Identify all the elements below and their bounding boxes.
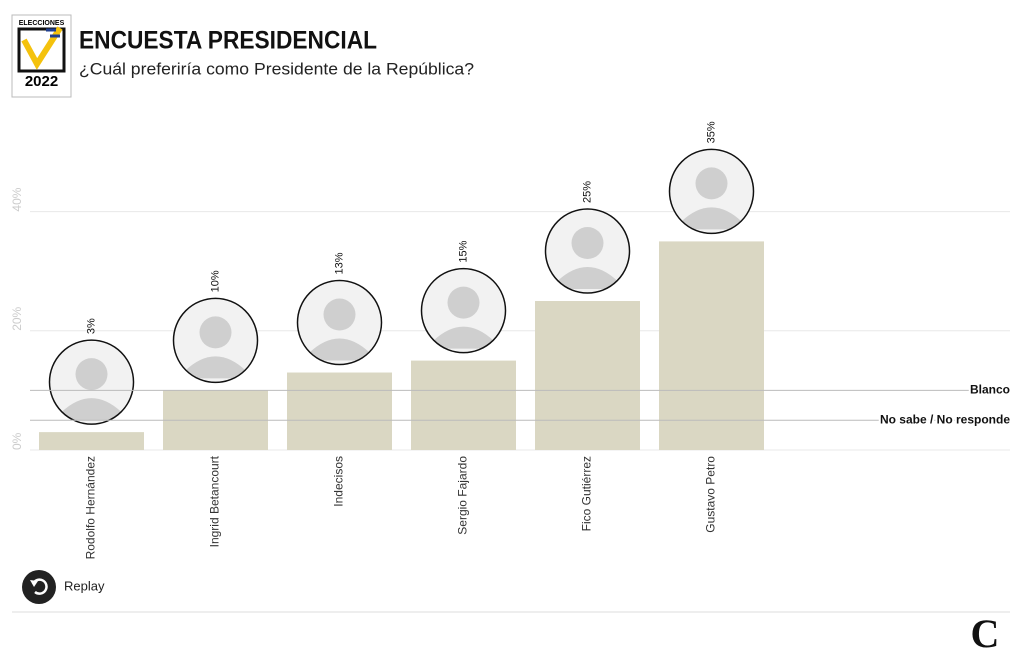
logo-year: 2022 <box>25 73 58 90</box>
logo-box <box>17 27 66 73</box>
value-label: 35% <box>705 121 717 143</box>
logo-stripes <box>46 28 60 38</box>
portrait-ring <box>296 279 383 366</box>
portrait-body <box>433 326 494 349</box>
portrait-body <box>681 207 742 230</box>
x-tick-label: Sergio Fajardo <box>456 456 470 535</box>
portrait-head <box>447 286 480 319</box>
value-label: 25% <box>581 181 593 203</box>
portrait-head <box>199 316 232 349</box>
x-tick-label: Fico Gutiérrez <box>580 456 594 531</box>
value-label: 15% <box>457 240 469 262</box>
portrait <box>296 279 383 366</box>
portrait-body <box>61 398 122 421</box>
value-label: 10% <box>209 270 221 292</box>
portrait <box>544 208 631 294</box>
x-tick-label: Ingrid Betancourt <box>208 455 222 547</box>
portrait-body <box>185 356 246 379</box>
replay-label[interactable]: Replay <box>64 578 105 593</box>
portrait-ring <box>48 339 135 425</box>
bar <box>659 241 764 450</box>
portrait-ring <box>420 267 507 354</box>
brand-logo: C <box>971 611 1000 650</box>
bar <box>411 360 516 450</box>
logo-check <box>21 26 63 70</box>
plot: 0% 20% 40% 3% Rodolfo Hernández 10% Ingrid Bet… <box>10 121 1012 559</box>
bar <box>287 372 392 450</box>
portrait <box>172 297 259 384</box>
portrait-ring <box>172 297 259 384</box>
portrait <box>420 267 507 354</box>
title: ENCUESTA PRESIDENCIAL <box>79 27 377 55</box>
subtitle: ¿Cuál preferiría como Presidente de la R… <box>79 59 474 78</box>
portrait-ring <box>668 148 755 235</box>
x-tick-label: Gustavo Petro <box>704 456 718 533</box>
logo-top: ELECCIONES <box>19 20 65 27</box>
reference-label: Blanco <box>970 383 1010 397</box>
y-tick-label: 20% <box>10 306 24 330</box>
replay-arrowhead <box>30 580 38 587</box>
value-label: 3% <box>85 318 97 334</box>
reference-label: No sabe / No responde <box>880 412 1010 426</box>
portrait-body <box>309 338 370 361</box>
bar <box>535 301 640 450</box>
x-tick-label: Indecisos <box>332 456 346 507</box>
x-tick-label: Rodolfo Hernández <box>84 456 98 559</box>
value-label: 13% <box>333 252 345 274</box>
portrait-head <box>695 167 728 200</box>
y-tick-label: 40% <box>10 187 24 211</box>
portrait-ring <box>544 208 631 294</box>
portrait <box>668 148 755 235</box>
bar <box>39 432 144 450</box>
portrait-head <box>75 358 108 391</box>
replay-arrow <box>31 578 48 595</box>
portrait <box>48 339 135 425</box>
y-tick-label: 0% <box>10 432 24 450</box>
portrait-body <box>557 267 618 289</box>
portrait-head <box>323 298 356 331</box>
replay-icon[interactable] <box>22 570 56 604</box>
portrait-head <box>571 227 604 259</box>
